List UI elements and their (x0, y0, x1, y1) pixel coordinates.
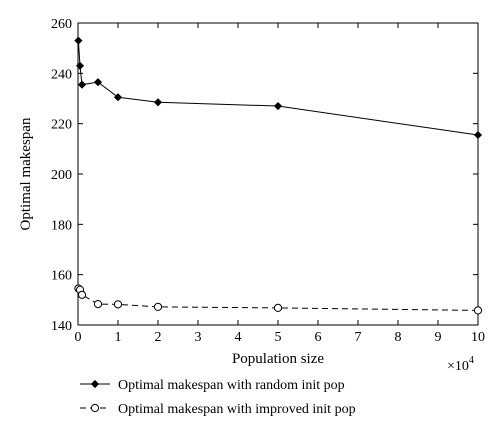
x-tick-label-5: 5 (275, 330, 282, 345)
data-point-random-3 (93, 78, 103, 87)
x-tick-label-3: 3 (195, 330, 202, 345)
x-tick-label-7: 7 (355, 330, 362, 345)
x-tick-label-4: 4 (235, 330, 242, 345)
legend-label-improved: Optimal makespan with improved init pop (118, 402, 356, 417)
series-line-random (77, 40, 479, 136)
x-tick-label-9: 9 (435, 330, 442, 345)
x-tick-label-0: 0 (75, 330, 82, 345)
data-point-improved-4 (113, 300, 123, 309)
y-tick-label-4: 220 (51, 118, 72, 133)
x-tick-label-6: 6 (315, 330, 322, 345)
y-axis-label: Optimal makespan (18, 117, 34, 230)
x-axis-multiplier: ×104 (447, 355, 474, 374)
legend-marker-random (90, 379, 100, 389)
data-point-random-1 (75, 61, 85, 70)
axis-ticks (77, 22, 479, 326)
y-tick-label-2: 180 (51, 218, 72, 233)
y-tick-label-5: 240 (51, 67, 72, 82)
data-point-random-4 (113, 93, 123, 102)
data-point-random-7 (473, 130, 483, 140)
data-point-improved-6 (273, 303, 283, 312)
axis-tick-labels: 0 1 2 3 4 5 6 7 8 9 10 140 160 180 200 220 240 260 (51, 17, 485, 345)
x-tick-label-8: 8 (395, 330, 402, 345)
y-tick-label-3: 200 (51, 168, 72, 183)
x-axis-label: Population size (232, 351, 324, 367)
data-point-improved-7 (473, 306, 483, 315)
plot-frame (77, 22, 479, 326)
data-point-random-6 (273, 101, 283, 111)
data-point-random-5 (153, 98, 163, 107)
data-point-improved-2 (77, 290, 87, 299)
legend-entry-random (80, 379, 110, 389)
data-point-improved-5 (153, 302, 163, 311)
legend-marker-improved (90, 403, 100, 413)
legend-entry-improved (80, 403, 110, 413)
x-tick-label-2: 2 (155, 330, 162, 345)
data-point-random-2 (77, 80, 87, 89)
data-point-improved-3 (93, 300, 103, 309)
y-tick-label-6: 260 (51, 17, 72, 32)
x-axis-multiplier-exponent: 4 (469, 355, 474, 366)
legend: Optimal makespan with random init pop Op… (80, 378, 356, 417)
legend-label-random: Optimal makespan with random init pop (118, 378, 345, 393)
y-tick-label-0: 140 (51, 319, 72, 334)
x-tick-label-10: 10 (471, 330, 485, 345)
y-tick-label-1: 160 (51, 269, 72, 284)
data-point-random-0 (74, 36, 83, 45)
x-axis-multiplier-base: ×10 (447, 359, 469, 374)
series-layer (74, 36, 483, 315)
x-tick-label-1: 1 (115, 330, 122, 345)
